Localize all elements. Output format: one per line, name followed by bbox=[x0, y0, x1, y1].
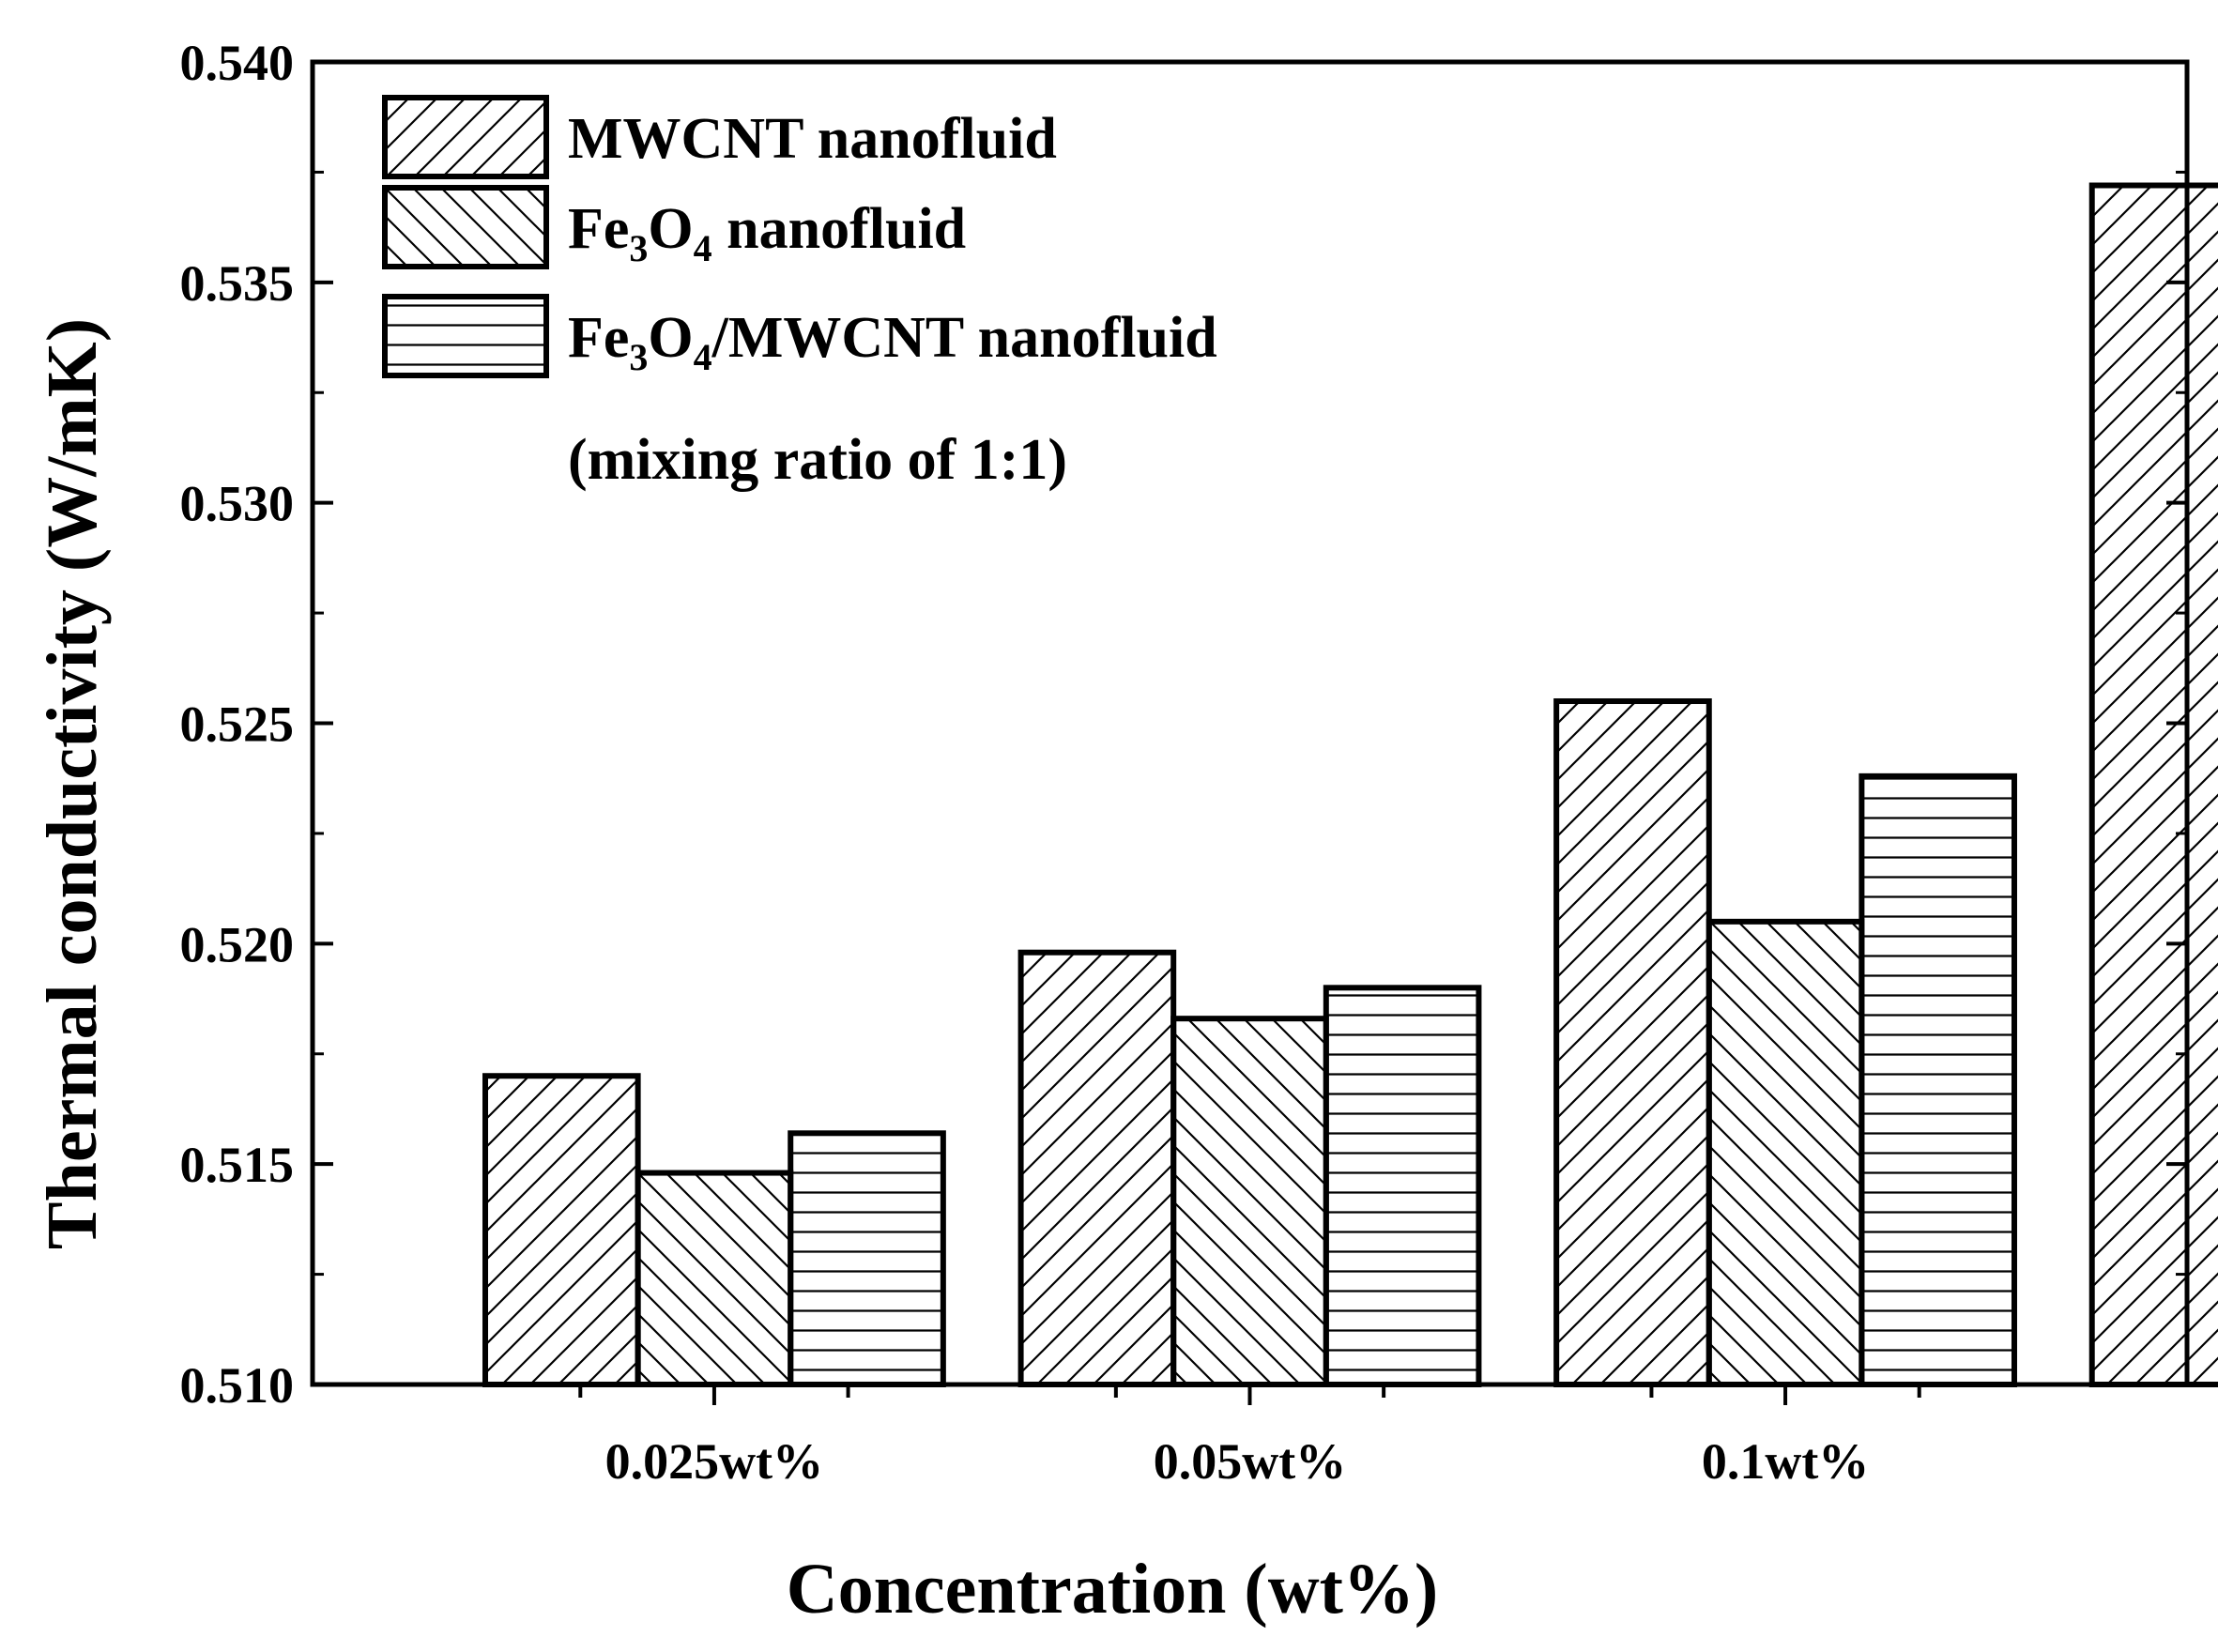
legend-swatch-diagonal-forward bbox=[382, 95, 549, 179]
y-tick-label: 0.510 bbox=[180, 1357, 295, 1414]
legend-swatch-diagonal-backward bbox=[382, 185, 549, 269]
legend-label: Fe3O4/MWCNT nanofluid bbox=[568, 306, 1217, 378]
y-tick-label: 0.540 bbox=[180, 35, 295, 91]
bar-diagonal-backward-0025wt bbox=[635, 1170, 794, 1388]
axes-group: 0.510 0.515 0.520 0.525 0.530 0.535 0.540 0.025… bbox=[180, 35, 2190, 1490]
x-tick-label: 0.025wt% bbox=[605, 1433, 823, 1490]
legend-label: Fe3O4 nanofluid bbox=[568, 197, 966, 269]
y-axis-title: Thermal conductivity (W/mK) bbox=[33, 318, 112, 1249]
bar-horizontal-01wt bbox=[1859, 772, 2017, 1387]
y-tick-label: 0.535 bbox=[180, 255, 295, 312]
legend-note: (mixing ratio of 1:1) bbox=[568, 428, 1067, 492]
x-axis-title: Concentration (wt%) bbox=[787, 1550, 1438, 1629]
x-tick-label: 0.1wt% bbox=[1702, 1433, 1869, 1490]
bar-diagonal-forward-005wt bbox=[1017, 949, 1177, 1388]
legend-label: MWCNT nanofluid bbox=[568, 107, 1057, 171]
legend-swatch-horizontal bbox=[382, 294, 549, 378]
bar-diagonal-forward-01wt bbox=[1553, 698, 1712, 1387]
bar-diagonal-backward-01wt bbox=[1706, 918, 1865, 1387]
y-tick-label: 0.520 bbox=[180, 916, 295, 972]
y-tick-label: 0.530 bbox=[180, 476, 295, 532]
y-tick-label: 0.515 bbox=[180, 1137, 295, 1193]
bar-horizontal-005wt bbox=[1323, 985, 1482, 1388]
x-tick-label: 0.05wt% bbox=[1154, 1433, 1346, 1490]
bar-horizontal-0025wt bbox=[788, 1130, 946, 1388]
bar-diagonal-forward-0025wt bbox=[482, 1073, 641, 1387]
bar-diagonal-forward-02wt bbox=[2088, 182, 2218, 1387]
bar-diagonal-backward-005wt bbox=[1170, 1016, 1329, 1387]
bars-group bbox=[482, 182, 2218, 1388]
y-tick-label: 0.525 bbox=[180, 696, 295, 753]
legend: MWCNT nanofluid Fe3O4 nanofluid Fe3O4/MWCN… bbox=[382, 95, 1217, 492]
